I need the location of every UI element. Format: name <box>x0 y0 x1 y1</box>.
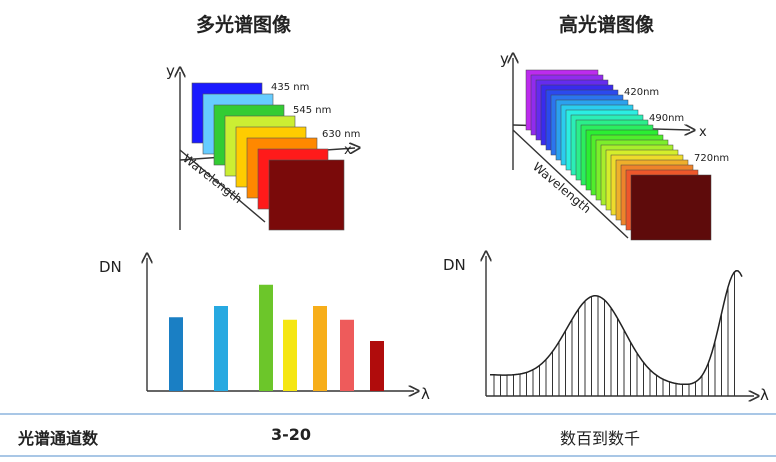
bar-6 <box>340 319 354 391</box>
band-label-545: 545 nm <box>293 105 331 116</box>
table-cell-hyperspectral: 数百到数千 <box>560 429 641 448</box>
bar-7 <box>370 341 384 391</box>
bar-chart-y-label: DN <box>99 258 122 276</box>
table-bottom-border <box>0 455 776 457</box>
hyperspectral-chart: DN λ <box>443 256 769 404</box>
curve-chart-y-label: DN <box>443 256 466 274</box>
cube-right-y-label: y <box>500 50 509 68</box>
bar-4 <box>283 319 297 391</box>
band-label-420: 420nm <box>624 87 659 98</box>
hyper-slice-22 <box>630 174 712 241</box>
band-label-435: 435 nm <box>271 82 309 93</box>
cube-left-wavelength-axis <box>179 149 266 223</box>
spectral-sample-lines <box>493 271 735 396</box>
band-label-630: 630 nm <box>322 129 360 140</box>
table-top-border <box>0 413 776 415</box>
table-cell-multispectral: 3-20 <box>271 425 312 444</box>
cube-left-x-label: x <box>344 143 352 158</box>
multispectral-title: 多光谱图像 <box>196 14 292 36</box>
bar-3 <box>259 284 273 391</box>
bar-2 <box>214 306 228 391</box>
hyperspectral-title: 高光谱图像 <box>559 14 655 36</box>
curve-chart-x-label: λ <box>760 386 769 404</box>
hyperspectral-cube: y x Wavelength 420nm 490nm 720nm <box>500 50 729 241</box>
multispectral-cube: y x Wavelength 435 nm 545 nm 630 nm <box>166 62 360 231</box>
bar-1 <box>169 317 183 391</box>
spectral-slice-8 <box>268 159 345 231</box>
bar-5 <box>313 306 327 391</box>
cube-right-wavelength-axis <box>512 129 629 239</box>
bar-series <box>169 284 384 391</box>
spectral-curve <box>489 270 743 385</box>
band-label-720: 720nm <box>694 153 729 164</box>
cube-left-y-label: y <box>166 62 175 80</box>
multispectral-slices <box>191 82 345 231</box>
table-row-label: 光谱通道数 <box>18 429 99 448</box>
multispectral-chart: DN λ <box>99 258 430 403</box>
cube-right-x-label: x <box>699 125 707 140</box>
bar-chart-x-label: λ <box>421 385 430 403</box>
band-label-490: 490nm <box>649 113 684 124</box>
hyperspectral-slices <box>525 69 712 241</box>
